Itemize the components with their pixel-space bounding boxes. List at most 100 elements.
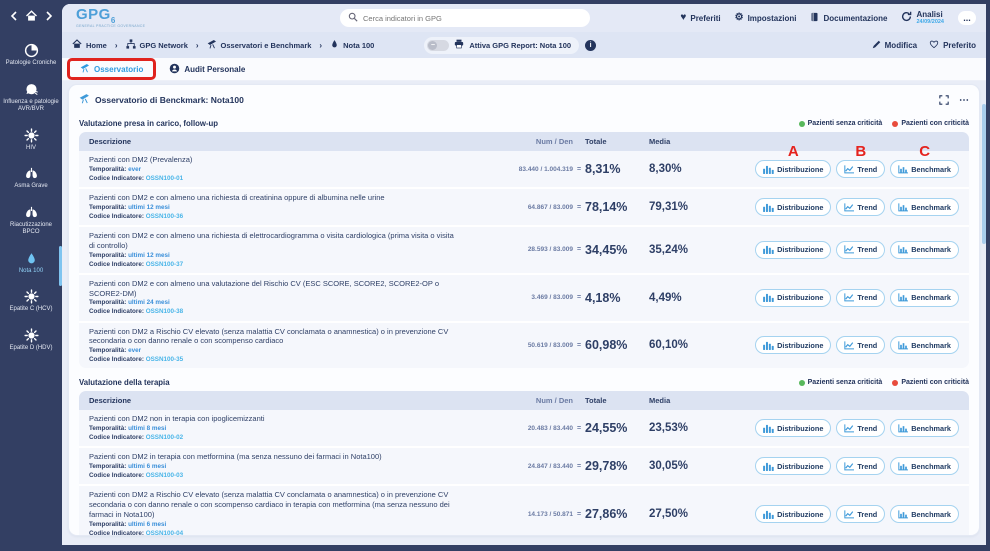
lungs-icon xyxy=(24,205,39,220)
gpg-logo[interactable]: GPG6 GENERAL PRACTICE GOVERNANCE xyxy=(76,7,145,29)
codice-indicatore-link[interactable]: OSSN100-37 xyxy=(145,260,184,268)
green-dot-icon xyxy=(798,379,805,386)
sidebar-item-epatite-c[interactable]: Epatite C (HCV) xyxy=(0,282,62,321)
preferito-button[interactable]: Preferito xyxy=(929,40,976,51)
drop-icon xyxy=(330,39,339,51)
indicator-row: Pazienti con DM2 in terapia con metformi… xyxy=(79,448,969,487)
sidebar-item-label: Influenza e patologie AVR/BVR xyxy=(3,98,59,113)
trend-button[interactable]: Trend xyxy=(836,505,886,523)
trend-chart-icon xyxy=(844,509,855,519)
indicator-row: Pazienti con DM2 (Prevalenza) Temporalit… xyxy=(79,143,969,189)
sidebar-item-nota-100[interactable]: Nota 100 xyxy=(0,244,62,286)
sidebar-item-hiv[interactable]: HIV xyxy=(0,121,62,160)
virus-icon xyxy=(23,289,39,304)
report-toggle[interactable]: − xyxy=(427,39,450,51)
benchmark-button[interactable]: Benchmark C xyxy=(890,143,959,178)
distribution-chart-icon xyxy=(763,424,774,433)
modifica-button[interactable]: Modifica xyxy=(872,40,917,51)
trend-button[interactable]: Trend xyxy=(836,198,886,216)
trend-button[interactable]: Trend B xyxy=(836,143,886,178)
media-value: 8,30% xyxy=(649,163,682,175)
sidebar-items: Patologie Croniche Influenza e patologie… xyxy=(0,26,62,359)
breadcrumb-osservatori[interactable]: Osservatori e Benchmark xyxy=(207,39,311,51)
toggle-knob: − xyxy=(428,40,438,50)
sidebar-item-asma-grave[interactable]: Asma Grave xyxy=(0,159,62,198)
breadcrumb-nota-100[interactable]: Nota 100 xyxy=(330,39,374,51)
nav-back-icon[interactable] xyxy=(10,11,18,21)
num-den-value: 20.483 / 83.440 xyxy=(527,424,573,432)
documentazione-button[interactable]: Documentazione xyxy=(810,12,887,24)
benchmark-chart-icon xyxy=(898,462,909,471)
benchmark-button[interactable]: Benchmark xyxy=(890,457,959,476)
benchmark-button[interactable]: Benchmark xyxy=(890,505,959,523)
sidebar-item-riacutizzazione-bpco[interactable]: Riacutizzazione BPCO xyxy=(0,198,62,244)
codice-indicatore-link[interactable]: OSSN100-36 xyxy=(145,212,184,220)
benchmark-button[interactable]: Benchmark xyxy=(890,288,959,307)
criticality-legend: Pazienti senza criticità Pazienti con cr… xyxy=(798,379,969,386)
red-dot-icon xyxy=(892,379,899,386)
sidebar-scrollbar-thumb[interactable] xyxy=(59,245,62,286)
distribuzione-button[interactable]: Distribuzione xyxy=(755,336,832,355)
sidebar-item-patologie-croniche[interactable]: Patologie Croniche xyxy=(0,36,62,75)
indicator-row: Pazienti con DM2 non in terapia con ipog… xyxy=(79,410,969,449)
panel-more-icon[interactable]: ⋯ xyxy=(959,94,969,106)
distribuzione-button[interactable]: Distribuzione A xyxy=(755,143,832,178)
section-title: Valutazione della terapia xyxy=(79,378,170,388)
benchmark-chart-icon xyxy=(898,293,909,302)
main-area: GPG6 GENERAL PRACTICE GOVERNANCE ♥ Prefe… xyxy=(62,4,986,545)
breadcrumb-home[interactable]: Home xyxy=(72,39,107,51)
indicator-section: Valutazione della terapia Pazienti senza… xyxy=(69,372,979,536)
trend-button[interactable]: Trend xyxy=(836,240,886,259)
analisi-button[interactable]: Analisi 24/09/2024 xyxy=(901,9,944,27)
distribuzione-button[interactable]: Distribuzione xyxy=(755,198,832,216)
search-bar[interactable] xyxy=(340,9,590,27)
trend-button[interactable]: Trend xyxy=(836,336,886,355)
sidebar: Patologie Croniche Influenza e patologie… xyxy=(0,0,62,551)
more-menu-button[interactable]: ... xyxy=(958,11,976,25)
scrollbar-thumb[interactable] xyxy=(982,104,986,244)
tab-audit-personale[interactable]: Audit Personale xyxy=(157,59,257,80)
distribuzione-button[interactable]: Distribuzione xyxy=(755,419,832,438)
codice-indicatore-link[interactable]: OSSN100-04 xyxy=(145,529,184,536)
codice-indicatore-link[interactable]: OSSN100-03 xyxy=(145,472,184,480)
distribuzione-button[interactable]: Distribuzione xyxy=(755,505,832,523)
criticality-legend: Pazienti senza criticità Pazienti con cr… xyxy=(798,120,969,127)
impostazioni-button[interactable]: ⚙ Impostazioni xyxy=(734,12,797,23)
distribuzione-button[interactable]: Distribuzione xyxy=(755,457,832,476)
distribuzione-button[interactable]: Distribuzione xyxy=(755,288,832,307)
media-value: 4,49% xyxy=(649,291,682,304)
info-icon[interactable]: i xyxy=(585,39,597,51)
sidebar-item-epatite-d[interactable]: Epatite D (HDV) xyxy=(0,321,62,360)
sidebar-item-influenza-avr-bvr[interactable]: Influenza e patologie AVR/BVR xyxy=(0,75,62,121)
media-value: 30,05% xyxy=(649,460,689,473)
trend-button[interactable]: Trend xyxy=(836,419,886,438)
benchmark-button[interactable]: Benchmark xyxy=(890,198,959,216)
totale-value: 78,14% xyxy=(585,200,628,214)
codice-indicatore-link[interactable]: OSSN100-35 xyxy=(145,356,184,364)
totale-value: 29,78% xyxy=(585,459,628,474)
preferiti-button[interactable]: ♥ Preferiti xyxy=(680,12,721,23)
codice-indicatore-link[interactable]: OSSN100-38 xyxy=(145,308,184,316)
breadcrumb-gpg-network[interactable]: GPG Network xyxy=(125,39,188,51)
benchmark-button[interactable]: Benchmark xyxy=(890,419,959,438)
annotation-letter: C xyxy=(919,143,931,160)
panel-title: Osservatorio di Benckmark: Nota100 xyxy=(95,95,244,105)
pie-icon xyxy=(24,43,39,58)
codice-indicatore-link[interactable]: OSSN100-02 xyxy=(145,434,184,442)
nav-forward-icon[interactable] xyxy=(45,11,53,21)
tab-osservatorio[interactable]: Osservatorio xyxy=(67,58,157,80)
virus-icon xyxy=(23,127,39,143)
logo-subscript: 6 xyxy=(110,16,116,26)
benchmark-button[interactable]: Benchmark xyxy=(890,240,959,259)
benchmark-button[interactable]: Benchmark xyxy=(890,336,959,355)
search-input[interactable] xyxy=(363,13,582,23)
temporalita-value: ultimi 12 mesi xyxy=(128,203,170,211)
codice-indicatore-link[interactable]: OSSN100-01 xyxy=(145,174,184,182)
distribuzione-button[interactable]: Distribuzione xyxy=(755,240,832,259)
expand-icon[interactable] xyxy=(939,95,949,105)
trend-button[interactable]: Trend xyxy=(836,288,886,307)
trend-button[interactable]: Trend xyxy=(836,457,886,476)
logo-tagline: GENERAL PRACTICE GOVERNANCE xyxy=(76,24,146,29)
home-icon[interactable] xyxy=(25,10,38,22)
indicator-description: Pazienti con DM2 e con almeno una richie… xyxy=(89,193,385,202)
